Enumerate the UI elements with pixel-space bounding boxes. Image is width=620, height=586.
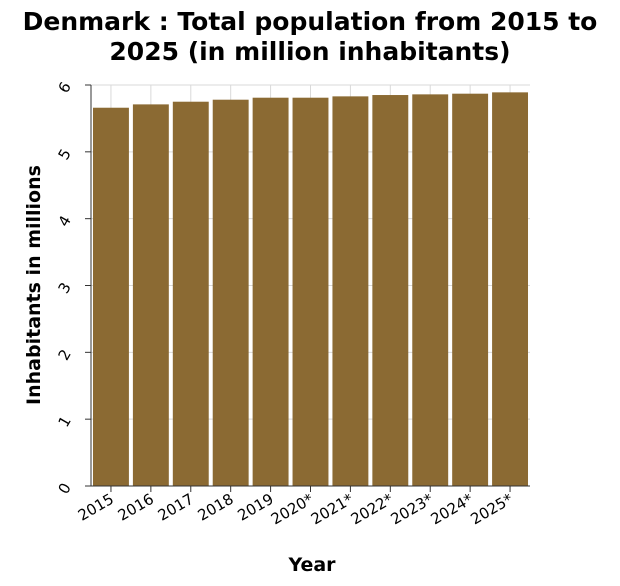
bar-2022-proj xyxy=(372,95,409,487)
bar-2020-proj xyxy=(292,97,329,486)
bars xyxy=(92,92,529,487)
bar-2017 xyxy=(172,101,209,486)
y-tick-label: 2 xyxy=(54,346,74,363)
x-tick-label: 2025* xyxy=(467,490,516,529)
y-tick-label: 3 xyxy=(54,279,74,296)
y-axis-label: Inhabitants in millions xyxy=(23,165,45,405)
x-tick-label: 2021* xyxy=(308,490,357,529)
bar-2018 xyxy=(212,99,249,486)
x-axis-ticks: 201520162017201820192020*2021*2022*2023*… xyxy=(75,486,516,529)
y-tick-label: 6 xyxy=(54,79,74,96)
x-tick-label: 2016 xyxy=(115,490,157,525)
y-tick-label: 0 xyxy=(54,480,74,497)
x-tick-label: 2023* xyxy=(388,490,437,529)
x-axis-label: Year xyxy=(287,554,336,576)
x-tick-label: 2019 xyxy=(235,490,277,525)
bar-2016 xyxy=(132,104,169,487)
x-tick-label: 2017 xyxy=(155,490,197,525)
y-tick-label: 5 xyxy=(54,146,74,163)
bar-2019 xyxy=(252,97,289,486)
bar-2023-proj xyxy=(412,94,449,487)
x-tick-label: 2022* xyxy=(348,490,397,529)
x-tick-label: 2018 xyxy=(195,490,237,525)
chart-title-line-2: 2025 (in million inhabitants) xyxy=(109,37,510,66)
bar-2024-proj xyxy=(452,93,489,487)
y-tick-label: 1 xyxy=(54,413,74,430)
chart-title-line-1: Denmark : Total population from 2015 to xyxy=(23,7,598,36)
y-axis-ticks: 0 1 2 3 4 5 6 xyxy=(54,79,91,497)
y-tick-label: 4 xyxy=(54,213,74,230)
bar-2021-proj xyxy=(332,96,369,486)
x-tick-label: 2024* xyxy=(428,490,477,529)
x-tick-label: 2020* xyxy=(268,490,317,529)
x-tick-label: 2015 xyxy=(75,490,117,525)
bar-2015 xyxy=(92,107,129,487)
bar-2025-proj xyxy=(492,92,529,486)
